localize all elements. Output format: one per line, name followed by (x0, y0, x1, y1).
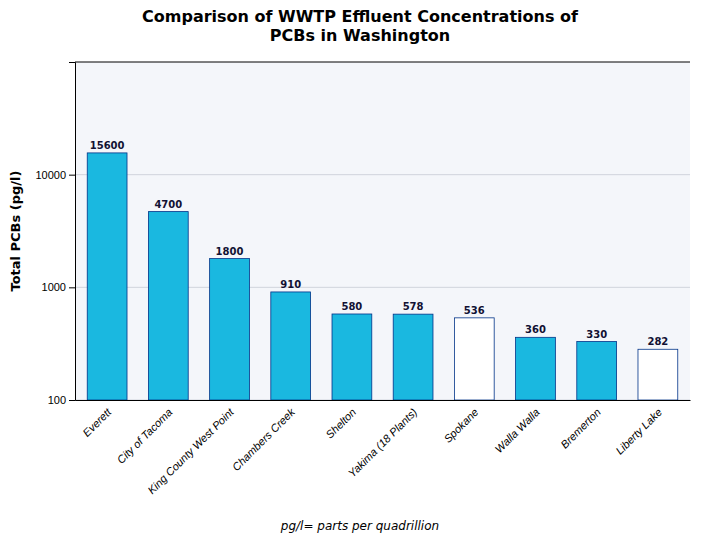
tick-label: Shelton (323, 406, 358, 441)
y-tick: 10000 (35, 169, 75, 181)
x-tick: City of Tacoma (114, 406, 174, 466)
x-tick: Spokane (441, 406, 480, 445)
data-label: 536 (464, 305, 485, 316)
x-tick: Yakima (18 Plants) (346, 406, 420, 480)
x-tick: Everett (80, 405, 114, 439)
bar (516, 337, 556, 400)
tick-label: King County West Point (145, 405, 236, 496)
data-labels: 15600 4700 1800 910 580 578 536 360 330 282 (90, 140, 669, 347)
data-label: 282 (647, 336, 668, 347)
bar (332, 314, 372, 400)
tick-label: 100 (48, 394, 66, 406)
bar (87, 153, 127, 400)
y-axis-title: Total PCBs (pg/l) (8, 171, 23, 292)
bar (393, 314, 433, 400)
bar (577, 342, 617, 400)
tick-label: Spokane (441, 406, 480, 445)
x-tick: Liberty Lake (613, 406, 664, 457)
data-label: 578 (403, 301, 424, 312)
bar (638, 349, 678, 400)
bar (454, 318, 494, 400)
plot: 100 1000 10000 EverettCity of TacomaKing Co… (35, 62, 690, 496)
bar (210, 259, 250, 400)
x-axis: EverettCity of TacomaKing County West Po… (76, 401, 691, 497)
data-label: 1800 (216, 246, 244, 257)
tick-mark (69, 287, 75, 288)
tick-label: Chambers Creek (230, 405, 298, 473)
grid (75, 175, 690, 400)
y-tick: 100 (48, 394, 75, 406)
chart: 100 1000 10000 EverettCity of TacomaKing Co… (0, 0, 720, 540)
tick-label: Yakima (18 Plants) (346, 406, 420, 480)
tick-label: 1000 (42, 281, 66, 293)
plot-background (75, 62, 690, 400)
tick-mark (69, 400, 75, 401)
axis-line (76, 400, 691, 401)
data-label: 910 (280, 279, 301, 290)
data-label: 4700 (154, 199, 182, 210)
footnote: pg/l= parts per quadrillion (280, 519, 439, 533)
data-label: 580 (341, 301, 362, 312)
tick-mark (69, 175, 75, 176)
x-tick: Shelton (323, 406, 358, 441)
tick-label: Walla Walla (492, 406, 541, 455)
x-tick: Chambers Creek (230, 405, 298, 473)
bars (87, 153, 678, 400)
tick-label: City of Tacoma (114, 406, 174, 466)
tick-label: Everett (80, 405, 114, 439)
bar (271, 292, 311, 400)
bar (148, 212, 188, 400)
x-tick: Walla Walla (492, 406, 541, 455)
plot-frame (75, 62, 690, 63)
tick-label: 10000 (35, 169, 66, 181)
data-label: 15600 (90, 140, 125, 151)
y-tick: 1000 (42, 281, 75, 293)
data-label: 330 (586, 329, 607, 340)
x-tick: Bremerton (558, 406, 603, 451)
axis-line (69, 63, 76, 401)
tick-label: Bremerton (558, 406, 603, 451)
title: Comparison of WWTP Effluent Concentratio… (142, 7, 579, 45)
x-tick: King County West Point (145, 405, 236, 496)
grid-line (75, 174, 690, 175)
y-axis: 100 1000 10000 (35, 63, 75, 407)
data-label: 360 (525, 324, 546, 335)
tick-label: Liberty Lake (613, 406, 664, 457)
